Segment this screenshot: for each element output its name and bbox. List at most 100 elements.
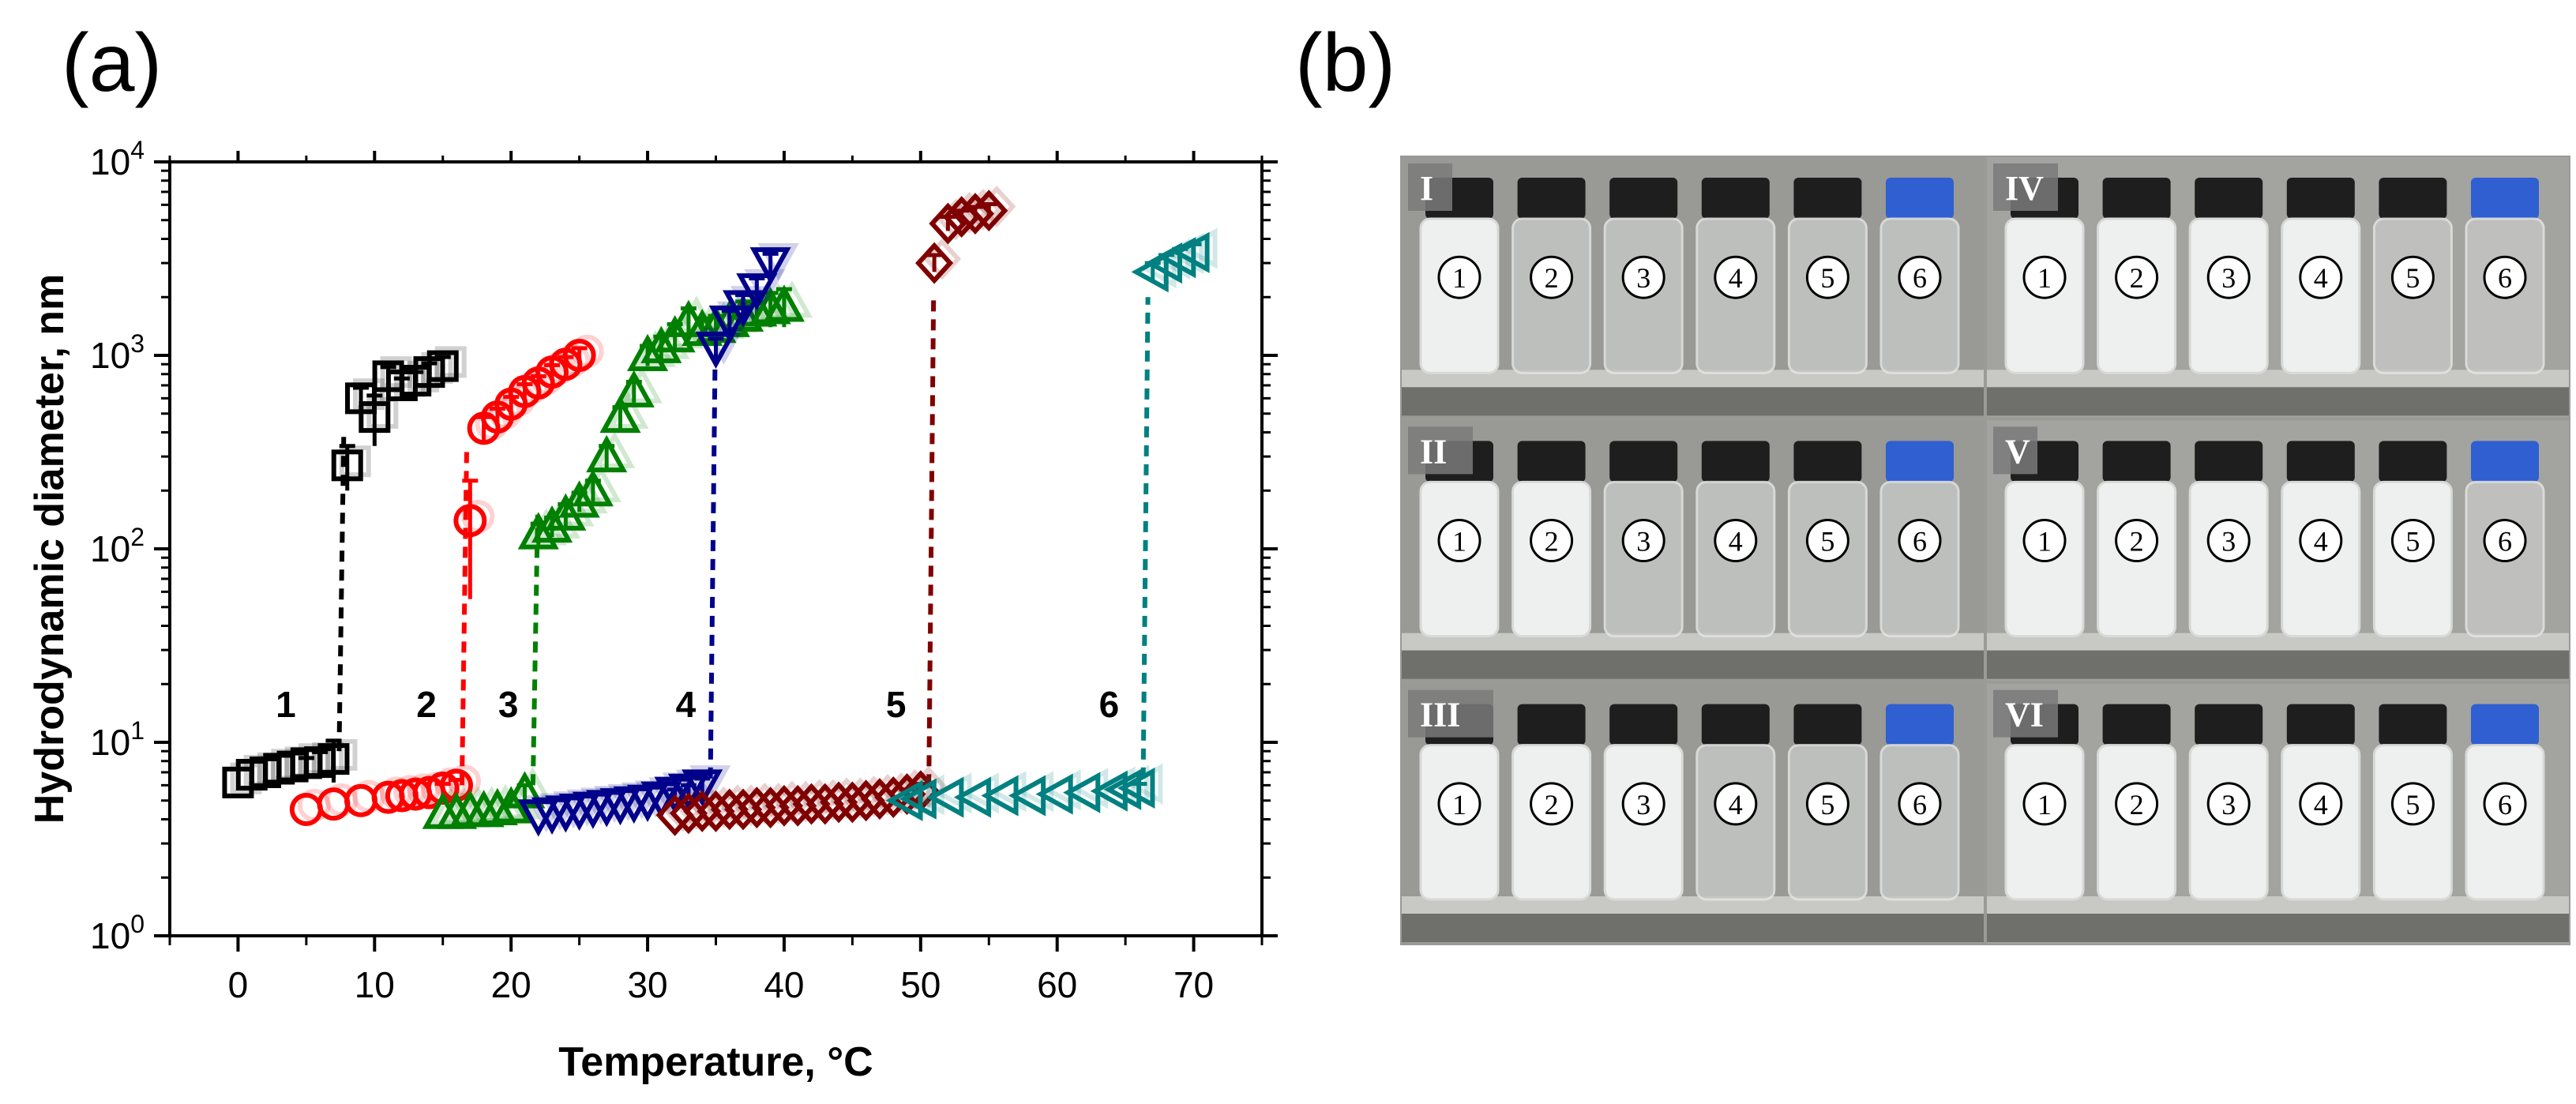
photo-label: IV	[2005, 169, 2044, 208]
vial-cap	[2102, 178, 2171, 219]
series-3	[422, 280, 813, 829]
series-4	[517, 242, 799, 837]
vial-number-badge	[1530, 519, 1574, 563]
data-point	[331, 449, 363, 482]
data-point	[847, 779, 885, 822]
data-point	[764, 784, 803, 827]
vial-cap	[2286, 704, 2355, 745]
vial-cap	[1517, 178, 1586, 219]
vial-number: 2	[1545, 789, 1559, 820]
data-point	[749, 247, 791, 285]
vial-cap	[1701, 441, 1770, 483]
vial-number-badge	[2115, 255, 2159, 299]
shelf-edge	[1402, 370, 1984, 388]
photo-label-bg	[1993, 689, 2058, 738]
vial-number: 1	[1452, 526, 1466, 558]
data-point	[736, 273, 778, 311]
photo-label: VI	[2005, 696, 2044, 734]
photo-label-bg	[1993, 426, 2037, 475]
vial-cap	[2379, 704, 2447, 745]
data-point	[929, 202, 967, 245]
vial-number: 4	[1729, 262, 1743, 294]
vial-cap-blue	[1886, 441, 1954, 483]
vial-number: 2	[2130, 789, 2144, 820]
vial-number-badge	[2299, 519, 2343, 563]
vial-number-badge	[2299, 255, 2343, 299]
photo-III: 1 2 3 4 5 6 III	[1402, 683, 1984, 944]
vial-number-badge	[1714, 255, 1758, 299]
vial-number-badge	[2206, 255, 2251, 299]
vial-cap	[1793, 704, 1862, 745]
vial-number: 6	[2498, 262, 2512, 294]
vial-number-badge	[2390, 519, 2435, 563]
vial-number: 4	[2314, 789, 2328, 820]
data-point	[599, 395, 641, 434]
x-axis-label: Temperature, °C	[558, 1039, 873, 1085]
data-point	[517, 512, 559, 550]
vial-number: 2	[1545, 262, 1559, 294]
vial-number: 5	[1820, 526, 1834, 558]
data-point	[317, 743, 350, 775]
vial-number: 5	[2405, 789, 2420, 820]
vial-number-badge	[2022, 782, 2067, 826]
photo-label: V	[2005, 432, 2030, 471]
photo-V: 1 2 3 4 5 6 V	[1987, 420, 2569, 681]
series-6	[885, 227, 1218, 821]
data-point	[970, 190, 1008, 232]
data-point	[1172, 231, 1210, 273]
vial-number-badge	[2206, 519, 2251, 563]
vial-cap	[2102, 704, 2171, 745]
data-point	[724, 788, 763, 831]
photo-label: II	[1420, 432, 1447, 471]
shelf-edge	[1987, 633, 2569, 651]
data-point	[708, 305, 750, 344]
vial-number-badge	[2483, 782, 2527, 826]
vial-number: 4	[2314, 526, 2328, 558]
data-point	[805, 783, 844, 825]
vial-number: 3	[2221, 789, 2236, 820]
photo-II: 1 2 3 4 5 6 II	[1402, 420, 1984, 681]
vial-number-badge	[1714, 782, 1758, 826]
vial-number-badge	[2115, 782, 2159, 826]
series-label: 4	[676, 684, 697, 725]
x-tick-label: 40	[764, 964, 804, 1005]
photo-IV: 1 2 3 4 5 6 IV	[1987, 157, 2569, 418]
vial-number: 1	[1452, 262, 1466, 294]
x-tick-label: 50	[900, 964, 941, 1005]
vial-number: 3	[2221, 262, 2236, 294]
transition-line	[336, 432, 347, 752]
data-point	[956, 193, 995, 235]
shelf	[1987, 914, 2569, 942]
vial-number: 4	[1729, 526, 1743, 558]
vial-number-badge	[1898, 255, 1942, 299]
vial-number-badge	[1437, 519, 1481, 563]
photo-label-bg	[1408, 426, 1473, 475]
faint-point	[909, 766, 948, 808]
vial-number-badge	[2483, 519, 2527, 563]
vial-cap	[1701, 704, 1770, 745]
vial-number: 6	[1913, 789, 1927, 820]
data-point	[426, 771, 460, 805]
vial-number-badge	[2390, 255, 2435, 299]
data-point	[738, 787, 776, 829]
series-label: 2	[416, 684, 437, 725]
transition-line	[1140, 297, 1151, 779]
vial-number-badge	[1437, 255, 1481, 299]
vial-number-badge	[1530, 255, 1574, 299]
vial-cap	[1793, 441, 1862, 483]
vial-cap-blue	[2471, 178, 2539, 219]
vial-number: 1	[2037, 262, 2052, 294]
x-tick-label: 60	[1037, 964, 1077, 1005]
y-tick-label: 102	[90, 523, 145, 569]
vial-number-badge	[2206, 782, 2251, 826]
vial-number-badge	[1805, 519, 1849, 563]
vial-number: 1	[1452, 789, 1466, 820]
data-point	[640, 325, 682, 363]
data-point	[695, 331, 737, 370]
shelf-edge	[1987, 370, 2569, 388]
faint-point	[430, 787, 471, 825]
vial-cap	[2195, 704, 2263, 745]
vial-number-badge	[1714, 519, 1758, 563]
data-point	[426, 350, 459, 382]
vial-cap	[1609, 441, 1678, 483]
